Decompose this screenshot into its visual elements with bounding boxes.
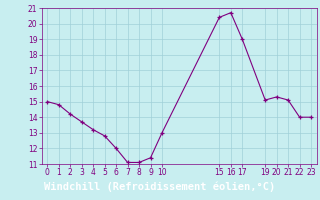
Text: Windchill (Refroidissement éolien,°C): Windchill (Refroidissement éolien,°C) — [44, 182, 276, 192]
